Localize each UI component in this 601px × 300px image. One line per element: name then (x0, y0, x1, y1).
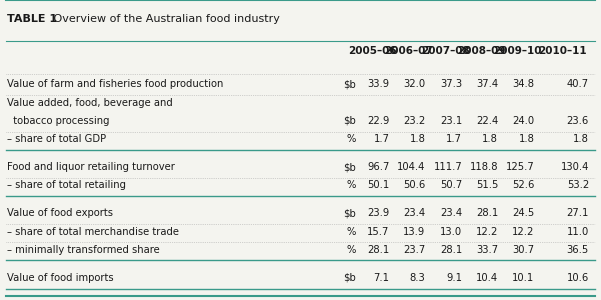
Text: 22.9: 22.9 (367, 116, 389, 126)
Text: 34.8: 34.8 (512, 80, 534, 89)
Text: 52.6: 52.6 (512, 180, 534, 190)
Text: 23.4: 23.4 (440, 208, 462, 218)
Text: 13.0: 13.0 (440, 226, 462, 236)
Text: 12.2: 12.2 (512, 226, 534, 236)
Text: 10.4: 10.4 (476, 273, 498, 283)
Text: 32.0: 32.0 (403, 80, 426, 89)
Text: 37.3: 37.3 (440, 80, 462, 89)
Text: Value of food imports: Value of food imports (7, 273, 114, 283)
Text: 125.7: 125.7 (505, 162, 534, 172)
Text: %: % (346, 134, 356, 144)
Text: 1.8: 1.8 (573, 134, 589, 144)
Text: – share of total merchandise trade: – share of total merchandise trade (7, 226, 179, 236)
Text: 104.4: 104.4 (397, 162, 426, 172)
Text: $b: $b (343, 116, 356, 126)
Text: 2009–10: 2009–10 (493, 46, 542, 56)
Text: 28.1: 28.1 (476, 208, 498, 218)
Text: 1.8: 1.8 (410, 134, 426, 144)
Text: 15.7: 15.7 (367, 226, 389, 236)
Text: 2005–06: 2005–06 (349, 46, 397, 56)
Text: $b: $b (343, 162, 356, 172)
Text: 53.2: 53.2 (567, 180, 589, 190)
Text: 9.1: 9.1 (446, 273, 462, 283)
Text: 2006–07: 2006–07 (384, 46, 433, 56)
Text: 118.8: 118.8 (470, 162, 498, 172)
Text: Overview of the Australian food industry: Overview of the Australian food industry (50, 14, 279, 23)
Text: Value of farm and fisheries food production: Value of farm and fisheries food product… (7, 80, 224, 89)
Text: 12.2: 12.2 (476, 226, 498, 236)
Text: %: % (346, 226, 356, 236)
Text: tobacco processing: tobacco processing (7, 116, 110, 126)
Text: 8.3: 8.3 (410, 273, 426, 283)
Text: 50.6: 50.6 (403, 180, 426, 190)
Text: 7.1: 7.1 (373, 273, 389, 283)
Text: 28.1: 28.1 (440, 245, 462, 255)
Text: 2010–11: 2010–11 (538, 46, 587, 56)
Text: 50.1: 50.1 (367, 180, 389, 190)
Text: $b: $b (343, 80, 356, 89)
Text: %: % (346, 180, 356, 190)
Text: 24.5: 24.5 (512, 208, 534, 218)
Text: 2007–08: 2007–08 (421, 46, 470, 56)
Text: 1.8: 1.8 (483, 134, 498, 144)
Text: 1.7: 1.7 (446, 134, 462, 144)
Text: Food and liquor retailing turnover: Food and liquor retailing turnover (7, 162, 175, 172)
Text: Value added, food, beverage and: Value added, food, beverage and (7, 98, 173, 108)
Text: 40.7: 40.7 (567, 80, 589, 89)
Text: 111.7: 111.7 (433, 162, 462, 172)
Text: 22.4: 22.4 (476, 116, 498, 126)
Text: 96.7: 96.7 (367, 162, 389, 172)
Text: – share of total retailing: – share of total retailing (7, 180, 126, 190)
Text: 28.1: 28.1 (367, 245, 389, 255)
Text: 10.1: 10.1 (512, 273, 534, 283)
Text: 23.4: 23.4 (403, 208, 426, 218)
Text: TABLE 1: TABLE 1 (7, 14, 57, 23)
Text: 1.8: 1.8 (519, 134, 534, 144)
Text: Value of food exports: Value of food exports (7, 208, 113, 218)
Text: 23.6: 23.6 (567, 116, 589, 126)
Text: 23.9: 23.9 (367, 208, 389, 218)
Text: 1.7: 1.7 (373, 134, 389, 144)
Text: 10.6: 10.6 (567, 273, 589, 283)
Text: 50.7: 50.7 (440, 180, 462, 190)
Text: %: % (346, 245, 356, 255)
Text: 2008–09: 2008–09 (457, 46, 505, 56)
Text: 33.9: 33.9 (367, 80, 389, 89)
Text: 13.9: 13.9 (403, 226, 426, 236)
Text: 24.0: 24.0 (512, 116, 534, 126)
Text: 23.2: 23.2 (403, 116, 426, 126)
Text: $b: $b (343, 208, 356, 218)
Text: 37.4: 37.4 (476, 80, 498, 89)
Text: 33.7: 33.7 (476, 245, 498, 255)
Text: 51.5: 51.5 (476, 180, 498, 190)
Text: – minimally transformed share: – minimally transformed share (7, 245, 160, 255)
Text: 23.1: 23.1 (440, 116, 462, 126)
Text: 130.4: 130.4 (561, 162, 589, 172)
Text: 27.1: 27.1 (567, 208, 589, 218)
Text: – share of total GDP: – share of total GDP (7, 134, 106, 144)
Text: 36.5: 36.5 (567, 245, 589, 255)
Text: 11.0: 11.0 (567, 226, 589, 236)
Text: $b: $b (343, 273, 356, 283)
Text: 23.7: 23.7 (403, 245, 426, 255)
Text: 30.7: 30.7 (512, 245, 534, 255)
